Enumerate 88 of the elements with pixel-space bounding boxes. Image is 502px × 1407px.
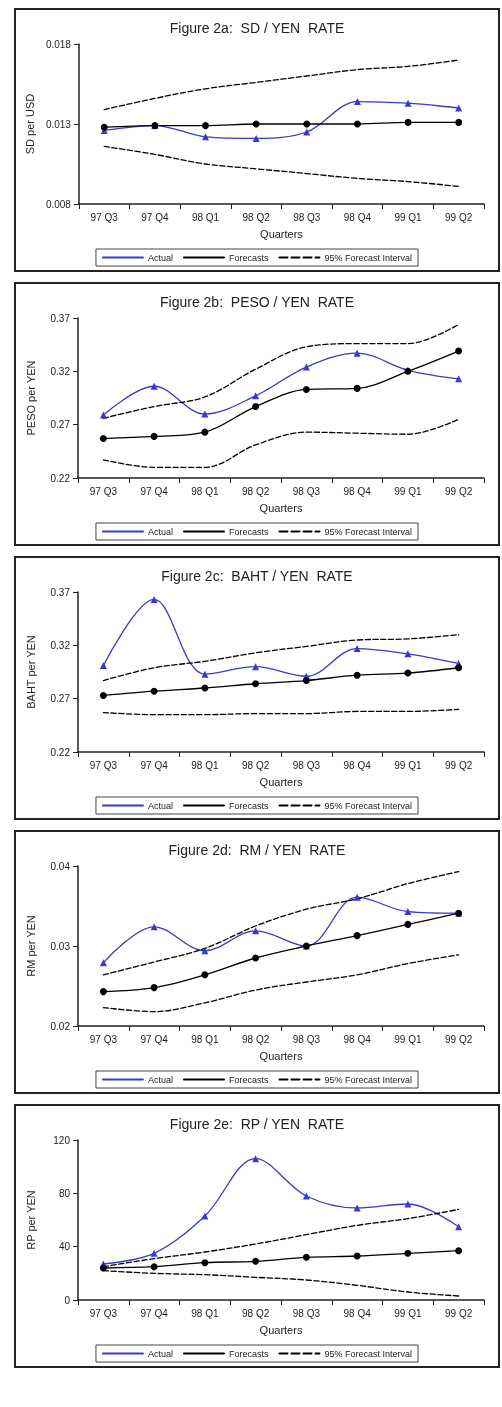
x-tick-label: 98 Q4 (343, 1033, 372, 1045)
y-tick-label: 0.018 (45, 38, 72, 50)
y-axis-title: PESO per YEN (24, 360, 37, 436)
x-tick-label: 98 Q3 (292, 1307, 321, 1319)
chart-title: Figure 2d: RM / YEN RATE (168, 842, 346, 858)
x-tick-label: 98 Q1 (191, 1033, 219, 1045)
legend-label: Actual (147, 252, 173, 263)
y-tick-label: 0.37 (50, 312, 71, 324)
x-tick-label: 97 Q3 (89, 759, 118, 771)
x-tick-label: 98 Q1 (191, 211, 220, 223)
legend-label: Actual (147, 1074, 173, 1085)
x-tick-label: 97 Q4 (140, 485, 169, 497)
x-tick-label: 99 Q2 (445, 1033, 473, 1045)
x-tick-label: 99 Q2 (445, 1307, 473, 1319)
x-tick-label: 98 Q4 (343, 759, 372, 771)
legend-label: Actual (147, 800, 173, 811)
legend-label: Forecasts (228, 526, 269, 537)
x-tick-label: 97 Q4 (140, 1033, 169, 1045)
x-tick-label: 98 Q4 (343, 1307, 372, 1319)
x-tick-label: 97 Q3 (89, 485, 118, 497)
legend-label: Actual (147, 1348, 173, 1359)
x-tick-label: 97 Q3 (89, 1307, 118, 1319)
y-tick-label: 0.27 (50, 693, 71, 705)
x-tick-label: 98 Q1 (191, 485, 219, 497)
y-tick-label: 120 (53, 1134, 71, 1146)
y-tick-label: 40 (58, 1241, 71, 1253)
legend-label: 95% Forecast Interval (324, 800, 413, 811)
y-tick-label: 0.22 (50, 746, 71, 758)
x-axis-title: Quarters (259, 775, 303, 788)
x-tick-label: 98 Q2 (242, 1033, 270, 1045)
x-tick-label: 99 Q1 (394, 485, 422, 497)
x-tick-label: 98 Q3 (292, 485, 321, 497)
chart-title: Figure 2b: PESO / YEN RATE (160, 294, 354, 310)
x-tick-label: 97 Q3 (89, 1033, 118, 1045)
x-tick-label: 98 Q1 (191, 759, 219, 771)
y-tick-label: 0.03 (50, 940, 71, 952)
x-tick-label: 98 Q3 (292, 759, 321, 771)
y-axis-title: RP per YEN (24, 1190, 37, 1250)
legend-label: Forecasts (228, 1348, 269, 1359)
x-tick-label: 98 Q3 (292, 1033, 321, 1045)
x-tick-label: 97 Q4 (140, 759, 169, 771)
x-tick-label: 98 Q2 (242, 485, 270, 497)
legend-label: Forecasts (228, 252, 269, 263)
x-tick-label: 97 Q4 (140, 1307, 169, 1319)
y-tick-label: 80 (58, 1187, 71, 1199)
y-tick-label: 0.22 (50, 472, 71, 484)
x-axis-title: Quarters (259, 1323, 303, 1336)
chart-title: Figure 2e: RP / YEN RATE (169, 1116, 345, 1132)
x-tick-label: 99 Q2 (445, 485, 473, 497)
x-tick-label: 98 Q1 (191, 1307, 219, 1319)
y-tick-label: 0.04 (50, 860, 71, 872)
x-tick-label: 97 Q3 (90, 211, 119, 223)
legend-label: 95% Forecast Interval (324, 1348, 413, 1359)
y-tick-label: 0.32 (50, 639, 71, 651)
y-tick-label: 0.27 (50, 419, 71, 431)
y-tick-label: 0.013 (45, 118, 72, 130)
x-tick-label: 99 Q1 (394, 211, 423, 223)
x-tick-label: 98 Q3 (293, 211, 321, 223)
y-tick-label: 0.32 (50, 365, 71, 377)
x-tick-label: 97 Q4 (141, 211, 169, 223)
x-tick-label: 98 Q2 (242, 211, 271, 223)
chart-title: Figure 2a: SD / YEN RATE (169, 20, 345, 36)
y-tick-label: 0.37 (50, 586, 71, 598)
x-tick-label: 98 Q4 (343, 485, 372, 497)
x-tick-label: 98 Q2 (242, 759, 270, 771)
legend-label: 95% Forecast Interval (324, 252, 413, 263)
y-axis-title: SD per USD (23, 93, 36, 155)
x-tick-label: 98 Q4 (343, 211, 372, 223)
legend-label: Forecasts (228, 800, 269, 811)
y-tick-label: 0.008 (45, 198, 72, 210)
y-tick-label: 0.02 (50, 1020, 71, 1032)
x-tick-label: 99 Q2 (445, 211, 473, 223)
x-tick-label: 98 Q2 (242, 1307, 270, 1319)
x-tick-label: 99 Q1 (394, 1033, 422, 1045)
legend-label: 95% Forecast Interval (324, 526, 413, 537)
chart-title: Figure 2c: BAHT / YEN RATE (161, 568, 353, 584)
x-tick-label: 99 Q1 (394, 759, 422, 771)
legend-label: Forecasts (228, 1074, 269, 1085)
x-axis-title: Quarters (259, 501, 303, 514)
x-axis-title: Quarters (259, 1049, 303, 1062)
legend-label: Actual (147, 526, 173, 537)
x-tick-label: 99 Q2 (445, 759, 473, 771)
y-tick-label: 0 (64, 1294, 71, 1306)
y-axis-title: RM per YEN (24, 915, 37, 977)
legend-label: 95% Forecast Interval (324, 1074, 413, 1085)
y-axis-title: BAHT per YEN (24, 635, 37, 709)
x-axis-title: Quarters (260, 227, 304, 240)
x-tick-label: 99 Q1 (394, 1307, 422, 1319)
